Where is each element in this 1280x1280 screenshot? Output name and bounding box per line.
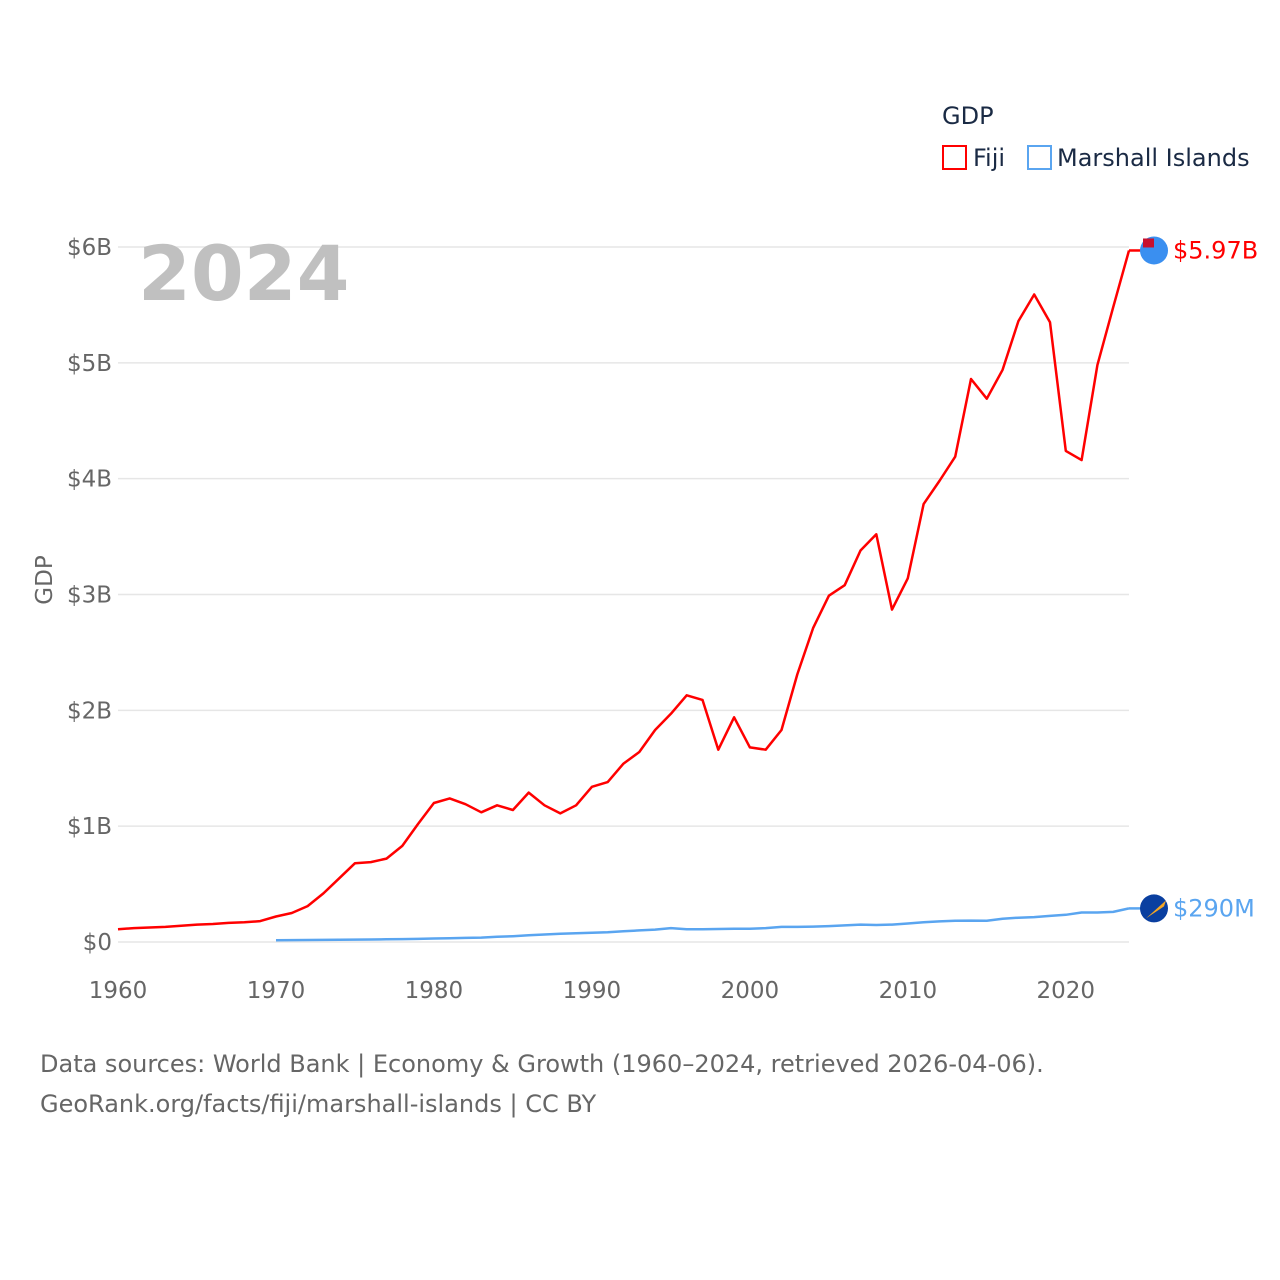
legend-label-fiji[interactable]: Fiji xyxy=(973,144,1005,172)
flag-union-jack xyxy=(1143,238,1154,248)
y-axis-label: GDP xyxy=(32,555,58,605)
x-tick-label: 2020 xyxy=(1037,978,1096,1004)
y-tick-label: $4B xyxy=(67,467,112,493)
footer-sources: Data sources: World Bank | Economy & Gro… xyxy=(40,1050,1044,1078)
y-tick-label: $6B xyxy=(67,235,112,261)
x-tick-label: 2010 xyxy=(879,978,938,1004)
y-tick-label: $1B xyxy=(67,814,112,840)
series-line-marshall-islands[interactable] xyxy=(275,907,1130,942)
y-tick-label: $5B xyxy=(67,351,112,377)
x-tick-label: 1970 xyxy=(247,978,306,1004)
x-tick-label: 2000 xyxy=(721,978,780,1004)
series-line-fiji[interactable] xyxy=(117,250,1131,931)
end-value-label: $290M xyxy=(1173,894,1255,922)
y-tick-label: $2B xyxy=(67,698,112,724)
x-tick-label: 1990 xyxy=(563,978,622,1004)
legend-title: GDP xyxy=(942,102,994,130)
flag-stripe xyxy=(1146,900,1166,919)
x-tick-label: 1960 xyxy=(89,978,148,1004)
y-tick-label: $0 xyxy=(83,930,112,956)
footer-attribution[interactable]: GeoRank.org/facts/fiji/marshall-islands … xyxy=(40,1090,597,1118)
x-tick-label: 1980 xyxy=(405,978,464,1004)
legend-swatch-fiji[interactable] xyxy=(942,145,967,170)
y-tick-label: $3B xyxy=(67,583,112,609)
year-watermark: 2024 xyxy=(138,229,350,318)
end-value-label: $5.97B xyxy=(1173,236,1258,264)
footer: Data sources: World Bank | Economy & Gro… xyxy=(40,1044,1044,1124)
legend-label-marshall-islands[interactable]: Marshall Islands xyxy=(1057,144,1250,172)
legend-swatch-marshall-islands[interactable] xyxy=(1027,145,1052,170)
flag-icon-marshall-islands xyxy=(1140,894,1168,923)
